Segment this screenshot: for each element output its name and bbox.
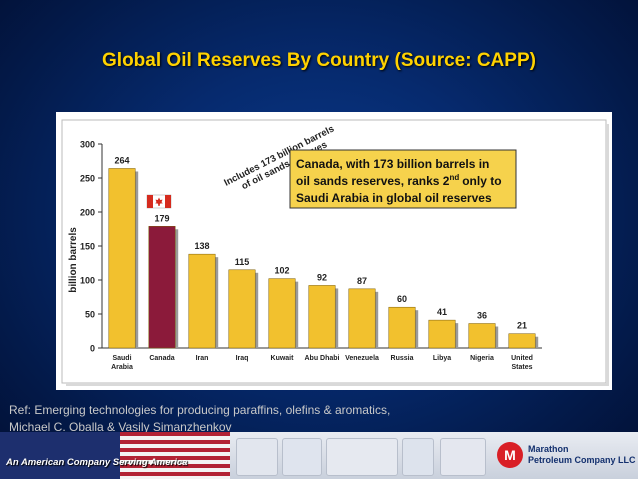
x-tick-label: Abu Dhabi — [305, 355, 340, 362]
slide-title: Global Oil Reserves By Country (Source: … — [102, 50, 536, 71]
partner-logo-5-icon — [440, 438, 486, 476]
x-tick-label: Nigeria — [470, 355, 494, 362]
x-tick-label: Libya — [433, 355, 451, 362]
callout-line-3: Saudi Arabia in global oil reserves — [296, 191, 492, 205]
callout-line-1: Canada, with 173 billion barrels in — [296, 157, 489, 171]
data-label: 21 — [517, 321, 527, 331]
company-name-line-1: Marathon — [528, 444, 569, 454]
reference-line-1: Ref: Emerging technologies for producing… — [9, 403, 391, 417]
y-axis-label: billion barrels — [68, 227, 79, 293]
reference-text: Ref: Emerging technologies for producing… — [9, 402, 569, 436]
plot-panel-shadow — [606, 124, 609, 384]
data-label: 264 — [114, 155, 129, 165]
data-label: 92 — [317, 272, 327, 282]
value-labels-group: 264 179 138 115 102 92 87 60 41 36 21 — [114, 155, 527, 330]
data-label: 41 — [437, 307, 447, 317]
partner-logo-2-icon — [282, 438, 322, 476]
data-label: 179 — [154, 213, 169, 223]
x-tick-label: Saudi — [112, 355, 131, 362]
callout-line-2: oil sands reserves, ranks 2nd only to — [296, 173, 502, 188]
bar — [228, 269, 256, 349]
data-label: 115 — [235, 257, 250, 267]
bar-chart: billion barrels 0 50 100 150 200 250 300 264 17… — [61, 119, 609, 386]
bars-group — [108, 168, 539, 349]
y-tick-label: 150 — [80, 242, 95, 252]
chart-frame: billion barrels 0 50 100 150 200 250 300 264 17… — [56, 112, 612, 390]
partner-logo-4-icon — [402, 438, 434, 476]
data-label: 102 — [274, 266, 289, 276]
callout-box: Canada, with 173 billion barrels in oil … — [289, 149, 517, 209]
y-tick-label: 50 — [85, 310, 95, 320]
x-tick-label: Venezuela — [345, 355, 379, 362]
marathon-logo-icon: M — [497, 442, 523, 468]
callout-line-2-end: only to — [462, 174, 501, 188]
flag-canton — [0, 432, 120, 479]
x-tick-label: States — [511, 364, 532, 371]
partner-logo-3-icon — [326, 438, 398, 476]
plot-panel-shadow-bottom — [66, 383, 609, 386]
footer-bar: An American Company Serving America M Ma… — [0, 432, 638, 479]
bar — [348, 288, 376, 349]
bar — [108, 168, 136, 349]
bar — [148, 226, 176, 349]
company-name-line-2: Petroleum Company LLC — [528, 455, 636, 465]
callout-line-2-start: oil sands reserves, ranks 2 — [296, 174, 450, 188]
y-tick-label: 200 — [80, 208, 95, 218]
x-tick-label: Kuwait — [271, 355, 295, 362]
data-label: 36 — [477, 311, 487, 321]
bar — [388, 306, 416, 349]
category-labels-group: Saudi Arabia Canada Iran Iraq Kuwait Abu Dhabi… — [111, 355, 533, 371]
data-label: 138 — [194, 241, 209, 251]
y-tick-label: 300 — [80, 140, 95, 150]
bar — [508, 333, 536, 349]
y-tick-label: 250 — [80, 174, 95, 184]
data-label: 87 — [357, 276, 367, 286]
bar — [188, 253, 216, 349]
reference-line-2: Michael C. Oballa & Vasily Simanzhenkov — [9, 420, 232, 434]
partner-logo-1-icon — [236, 438, 278, 476]
data-label: 60 — [397, 294, 407, 304]
y-tick-label: 0 — [90, 344, 95, 354]
x-tick-label: Iraq — [236, 355, 249, 362]
x-tick-label: Russia — [391, 355, 414, 362]
x-tick-label: United — [511, 355, 533, 362]
y-tick-label: 100 — [80, 276, 95, 286]
footer-tagline: An American Company Serving America — [6, 457, 188, 468]
canada-flag-icon — [146, 194, 172, 209]
marathon-company-name: Marathon Petroleum Company LLC — [528, 444, 636, 466]
bar — [428, 319, 456, 349]
bar — [268, 278, 296, 349]
bar — [308, 285, 336, 349]
x-tick-label: Arabia — [111, 364, 133, 371]
callout-superscript: nd — [449, 173, 459, 182]
x-tick-label: Iran — [196, 355, 209, 362]
x-tick-label: Canada — [149, 355, 174, 362]
bar — [468, 323, 496, 349]
